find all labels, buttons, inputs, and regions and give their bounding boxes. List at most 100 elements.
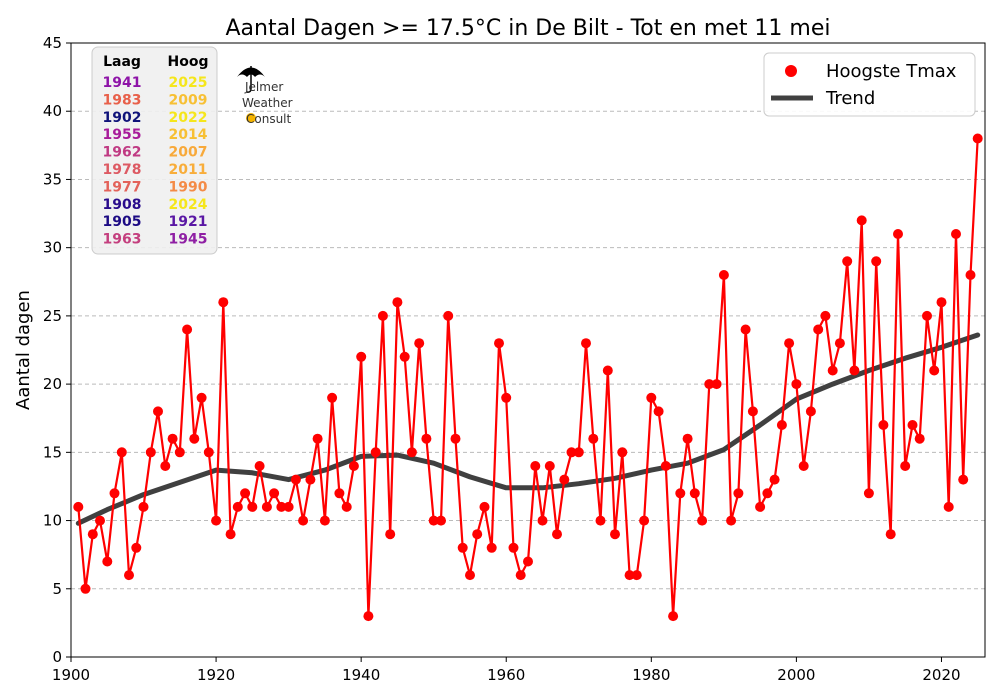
data-point xyxy=(334,488,345,499)
series-layer xyxy=(73,133,983,622)
y-axis-label: Aantal dagen xyxy=(13,290,34,410)
x-tick-label: 2020 xyxy=(922,666,960,684)
y-tick-label: 5 xyxy=(52,580,62,598)
data-point xyxy=(203,447,214,458)
data-point xyxy=(319,515,330,526)
data-point xyxy=(914,433,925,444)
data-point xyxy=(820,310,831,321)
rank-header-low: Laag xyxy=(103,54,141,70)
data-point xyxy=(907,420,918,430)
data-point xyxy=(682,433,693,444)
x-tick-label: 1960 xyxy=(487,666,525,684)
data-point xyxy=(668,611,679,622)
data-point xyxy=(283,501,294,512)
data-point xyxy=(131,542,142,553)
data-point xyxy=(718,270,729,280)
data-point xyxy=(218,297,229,308)
data-point xyxy=(755,501,766,512)
y-tick-label: 45 xyxy=(43,34,62,52)
data-point xyxy=(80,583,91,594)
data-point xyxy=(595,515,606,526)
y-tick-label: 0 xyxy=(52,648,62,666)
data-point xyxy=(196,392,207,403)
legend-marker-hoogste-tmax xyxy=(785,65,797,77)
rank-high-year: 2022 xyxy=(169,110,208,126)
data-point xyxy=(965,270,976,280)
data-point xyxy=(486,542,497,553)
data-point xyxy=(726,515,737,526)
y-tick-label: 20 xyxy=(43,375,62,393)
data-point xyxy=(784,338,795,349)
data-point xyxy=(116,447,127,458)
data-point xyxy=(675,488,686,499)
data-point xyxy=(160,461,171,471)
logo-line-2: Weather xyxy=(242,96,293,110)
data-point xyxy=(312,433,323,444)
data-point xyxy=(290,474,301,485)
rank-low-year: 1983 xyxy=(103,92,142,108)
rank-low-year: 1963 xyxy=(103,232,142,248)
legend-label-trend: Trend xyxy=(825,88,875,109)
data-point xyxy=(363,611,374,622)
y-axis: 0 5 10 15 20 25 30 35 40 45 xyxy=(43,34,71,666)
data-point xyxy=(689,488,700,499)
rank-high-year: 1990 xyxy=(169,179,208,195)
data-point xyxy=(559,474,570,485)
y-tick-label: 35 xyxy=(43,170,62,188)
data-point xyxy=(436,515,446,526)
data-point xyxy=(428,515,439,526)
data-point xyxy=(588,433,599,444)
data-point xyxy=(87,529,98,540)
data-point xyxy=(73,501,84,512)
data-point xyxy=(704,379,715,390)
data-point xyxy=(348,461,359,471)
rank-high-year: 2025 xyxy=(169,75,208,91)
x-tick-label: 2000 xyxy=(777,666,815,684)
data-point xyxy=(922,310,932,321)
data-point xyxy=(167,433,178,444)
rank-high-year: 1921 xyxy=(169,214,208,230)
logo: Jelmer Weather Consult xyxy=(237,66,293,126)
y-tick-label: 40 xyxy=(43,102,62,120)
data-point xyxy=(261,501,272,512)
data-point xyxy=(124,570,134,581)
data-point xyxy=(711,379,722,390)
data-point xyxy=(457,542,468,553)
data-point xyxy=(936,297,947,308)
plot-frame xyxy=(70,42,986,658)
umbrella-sun-icon xyxy=(237,66,265,123)
data-point xyxy=(138,501,149,512)
data-point xyxy=(893,229,903,239)
y-tick-label: 25 xyxy=(43,307,62,325)
data-point xyxy=(747,406,758,417)
data-point xyxy=(849,365,860,376)
legend-label-hoogste-tmax: Hoogste Tmax xyxy=(826,61,957,82)
data-point xyxy=(276,501,287,512)
logo-line-3: Consult xyxy=(246,112,292,126)
data-point xyxy=(762,488,773,499)
data-point xyxy=(639,515,650,526)
data-point xyxy=(414,338,425,349)
data-point xyxy=(791,379,802,390)
data-point xyxy=(769,474,780,485)
data-point xyxy=(885,529,896,540)
data-point xyxy=(631,570,642,581)
rank-low-year: 1905 xyxy=(103,214,142,230)
data-point xyxy=(733,488,744,499)
data-point xyxy=(573,447,584,458)
data-point xyxy=(842,256,853,267)
data-point xyxy=(247,501,258,512)
rank-high-year: 2009 xyxy=(169,92,208,108)
data-point xyxy=(581,338,591,349)
data-point xyxy=(552,529,562,540)
data-point xyxy=(863,488,874,499)
data-point xyxy=(254,461,265,471)
data-point xyxy=(929,365,940,376)
data-point xyxy=(544,461,555,471)
data-point xyxy=(240,488,251,499)
data-point xyxy=(834,338,845,349)
data-point xyxy=(813,324,824,335)
data-point xyxy=(798,461,809,471)
data-point xyxy=(537,515,548,526)
data-point xyxy=(356,351,367,362)
